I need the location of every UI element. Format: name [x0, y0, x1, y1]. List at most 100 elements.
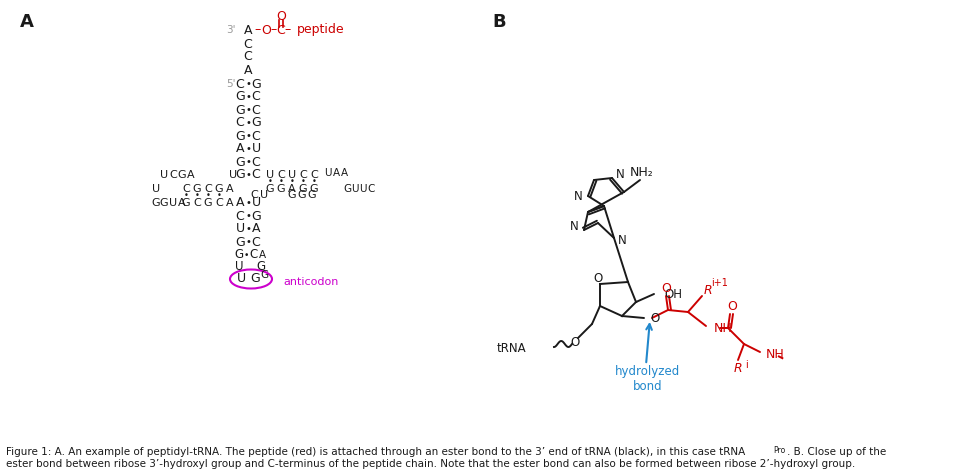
Text: G: G [277, 184, 285, 194]
Text: •: • [245, 224, 251, 234]
Text: G: G [299, 184, 308, 194]
Text: O: O [650, 312, 659, 324]
Text: G: G [257, 260, 265, 274]
Text: •: • [243, 250, 249, 259]
Text: G: G [251, 209, 260, 222]
Text: A: A [226, 198, 234, 208]
Text: •: • [206, 191, 210, 200]
Text: •: • [289, 178, 294, 187]
Text: NH₂: NH₂ [630, 165, 653, 179]
Text: U: U [259, 190, 268, 200]
Text: •: • [216, 191, 221, 200]
Text: hydrolyzed
bond: hydrolyzed bond [615, 365, 680, 393]
Text: U: U [234, 260, 243, 274]
Text: •: • [301, 178, 306, 187]
Text: U: U [324, 168, 332, 178]
Text: C: C [215, 198, 223, 208]
Text: G: G [343, 184, 351, 194]
Text: •: • [245, 170, 251, 180]
Text: C: C [252, 169, 260, 181]
Text: NH: NH [714, 322, 732, 334]
Text: G: G [152, 198, 160, 208]
Text: G: G [235, 104, 245, 116]
Text: U: U [352, 184, 358, 194]
Text: A: A [187, 170, 195, 180]
Text: •: • [184, 191, 188, 200]
Text: •: • [245, 118, 251, 128]
Text: N: N [570, 220, 579, 234]
Text: U: U [235, 222, 244, 236]
Text: –: – [284, 23, 291, 37]
Text: NH: NH [766, 348, 785, 361]
Text: G: G [265, 184, 274, 194]
Text: A: A [259, 250, 265, 260]
Text: U: U [229, 170, 237, 180]
Text: C: C [183, 184, 190, 194]
Text: G: G [308, 190, 316, 200]
Text: •: • [267, 178, 272, 187]
Text: G: G [235, 236, 245, 248]
Text: •: • [245, 92, 251, 102]
Text: ester bond between ribose 3’-hydroxyl group and C-terminus of the peptide chain.: ester bond between ribose 3’-hydroxyl gr… [6, 459, 855, 469]
Text: A: A [226, 184, 234, 194]
Text: A: A [333, 168, 339, 178]
Text: •: • [245, 157, 251, 167]
Text: C: C [193, 198, 201, 208]
Text: C: C [250, 190, 258, 200]
Text: •: • [245, 79, 251, 89]
Text: U: U [359, 184, 367, 194]
Text: C: C [235, 116, 244, 130]
Text: peptide: peptide [297, 23, 345, 37]
Text: C: C [252, 91, 260, 104]
Text: A: A [252, 222, 260, 236]
Text: C: C [244, 50, 253, 64]
Text: C: C [252, 104, 260, 116]
Text: •: • [245, 105, 251, 115]
Text: C: C [299, 170, 307, 180]
Text: U: U [152, 184, 160, 194]
Text: 5': 5' [227, 79, 236, 89]
Text: G: G [309, 184, 318, 194]
Text: OH: OH [664, 287, 682, 301]
Text: O: O [727, 300, 737, 313]
Text: G: G [251, 77, 260, 91]
Text: G: G [287, 190, 296, 200]
Text: O: O [571, 335, 579, 349]
Text: A: A [340, 168, 348, 178]
Text: G: G [251, 116, 260, 130]
Text: G: G [235, 91, 245, 104]
Text: A: A [235, 197, 244, 209]
Text: G: G [235, 130, 245, 142]
Text: U: U [169, 198, 177, 208]
Text: B: B [492, 13, 505, 31]
Text: G: G [182, 198, 190, 208]
Text: C: C [249, 248, 258, 262]
Text: N: N [575, 190, 583, 202]
Text: –: – [255, 23, 261, 37]
Text: O: O [661, 282, 671, 294]
Text: •: • [245, 211, 251, 221]
Text: U: U [160, 170, 168, 180]
Text: . B. Close up of the: . B. Close up of the [787, 447, 886, 457]
Text: •: • [245, 198, 251, 208]
Text: C: C [244, 38, 253, 50]
Text: –: – [271, 23, 277, 37]
Text: 3': 3' [227, 25, 236, 35]
Text: R: R [704, 285, 713, 297]
Text: U: U [288, 170, 296, 180]
Text: G: G [298, 190, 307, 200]
Text: C: C [169, 170, 177, 180]
Text: C: C [277, 23, 285, 37]
Text: U: U [236, 272, 246, 285]
Text: A: A [235, 142, 244, 155]
Text: G: G [235, 169, 245, 181]
Text: G: G [214, 184, 223, 194]
Text: R: R [733, 361, 742, 374]
Text: i+1: i+1 [711, 278, 727, 288]
Text: A: A [20, 13, 34, 31]
Text: •: • [245, 237, 251, 247]
Text: O: O [261, 23, 271, 37]
Text: C: C [367, 184, 375, 194]
Text: •: • [311, 178, 316, 187]
Text: Pro: Pro [773, 446, 785, 455]
